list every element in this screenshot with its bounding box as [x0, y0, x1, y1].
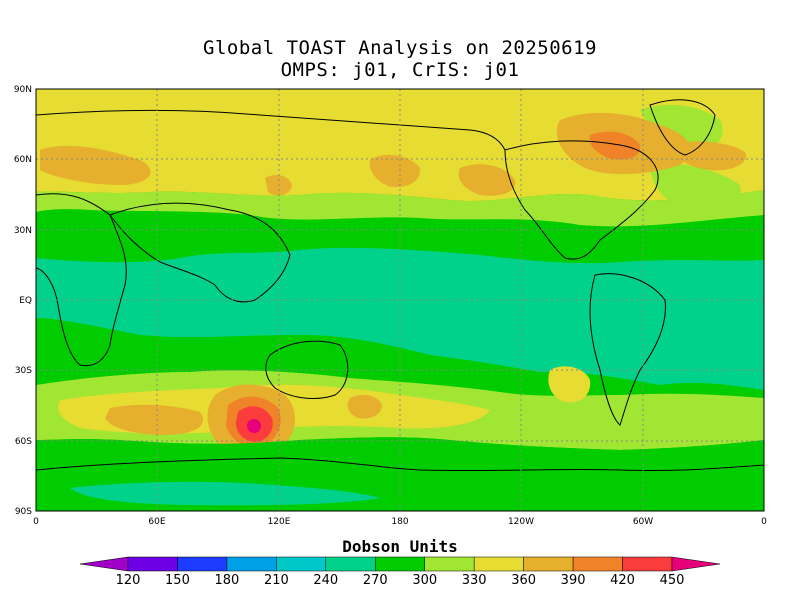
- coast-south-america: [589, 273, 666, 426]
- coast-antarctica: [35, 457, 765, 472]
- lat-label: 90N: [14, 85, 32, 95]
- patch-south-america-yellow: [548, 366, 591, 403]
- colorbar-level-label: 180: [214, 573, 239, 588]
- grid: [36, 89, 764, 511]
- patch-australia-magenta: [247, 419, 261, 433]
- lon-label: 120W: [508, 517, 534, 527]
- colorbar-level-label: 420: [610, 573, 635, 588]
- colorbar-level-label: 300: [412, 573, 437, 588]
- patch-alaska-orange: [458, 164, 516, 196]
- patch-antarctic-teal: [70, 481, 380, 506]
- lon-axis: 0 60E 120E 180 120W 60W 0: [33, 517, 767, 527]
- lat-label: EQ: [19, 296, 32, 306]
- lon-label: 60E: [148, 517, 165, 527]
- lat-label: 60S: [15, 437, 32, 447]
- lon-label: 60W: [633, 517, 653, 527]
- colorbar: 120 150 180 210 240 270 300 330 360 390 420 450: [79, 556, 721, 588]
- coast-asia: [109, 202, 291, 303]
- colorbar-swatch: [325, 556, 376, 572]
- colorbar-level-label: 360: [511, 573, 536, 588]
- ozone-field: [35, 88, 765, 512]
- patch-indian-orange: [105, 404, 204, 435]
- lat-label: 30N: [14, 226, 32, 236]
- band-north-300: [36, 190, 764, 227]
- patch-siberia-orange: [369, 154, 421, 188]
- coastlines: [35, 99, 765, 472]
- lon-label: 0: [761, 517, 767, 527]
- colorbar-swatch: [572, 556, 623, 572]
- lat-label: 90S: [15, 507, 32, 517]
- lon-label: 180: [391, 517, 408, 527]
- colorbar-level-label: 150: [165, 573, 190, 588]
- lon-label: 120E: [268, 517, 291, 527]
- patch-greenland-green: [640, 104, 723, 151]
- patch-europe-orange: [40, 145, 151, 185]
- colorbar-swatch: [622, 556, 673, 572]
- lat-label: 30S: [15, 366, 32, 376]
- colorbar-swatch: [424, 556, 475, 572]
- coast-greenland: [649, 99, 716, 156]
- colorbar-level-label: 270: [363, 573, 388, 588]
- colorbar-swatch: [375, 556, 425, 572]
- band-south-300: [36, 318, 435, 385]
- patch-atlantic-orange: [670, 141, 746, 171]
- colorbar-swatch: [226, 556, 277, 572]
- colorbar-low-triangle: [79, 556, 129, 572]
- colorbar-level-label: 330: [462, 573, 487, 588]
- colorbar-swatch: [473, 556, 524, 572]
- lat-axis: 90N 60N 30N EQ 30S 60S 90S: [14, 85, 32, 517]
- colorbar-level-label: 210: [264, 573, 289, 588]
- lon-label: 0: [33, 517, 39, 527]
- colorbar-swatch: [177, 556, 228, 572]
- colorbar-title: Dobson Units: [342, 537, 458, 556]
- coast-australia: [265, 340, 349, 400]
- coast-north-america: [504, 140, 659, 260]
- colorbar-level-label: 450: [660, 573, 685, 588]
- colorbar-high-triangle: [671, 556, 721, 572]
- colorbar-swatch: [276, 556, 327, 572]
- colorbar-swatch: [127, 556, 178, 572]
- patch-tasman-orange: [347, 394, 382, 419]
- lat-label: 60N: [14, 155, 32, 165]
- colorbar-level-label: 390: [561, 573, 586, 588]
- map-subtitle: OMPS: j01, CrIS: j01: [280, 59, 520, 81]
- map-title: Global TOAST Analysis on 20250619: [203, 37, 597, 59]
- colorbar-swatch: [523, 556, 574, 572]
- colorbar-level-label: 120: [116, 573, 141, 588]
- coast-arctic-asia: [35, 109, 506, 151]
- map-frame: [35, 88, 765, 512]
- colorbar-level-label: 240: [313, 573, 338, 588]
- patch-atlantic-green: [650, 163, 741, 212]
- band-tropics-270: [36, 247, 764, 390]
- patch-hudson-orange: [589, 131, 641, 160]
- coast-africa-europe: [35, 193, 127, 367]
